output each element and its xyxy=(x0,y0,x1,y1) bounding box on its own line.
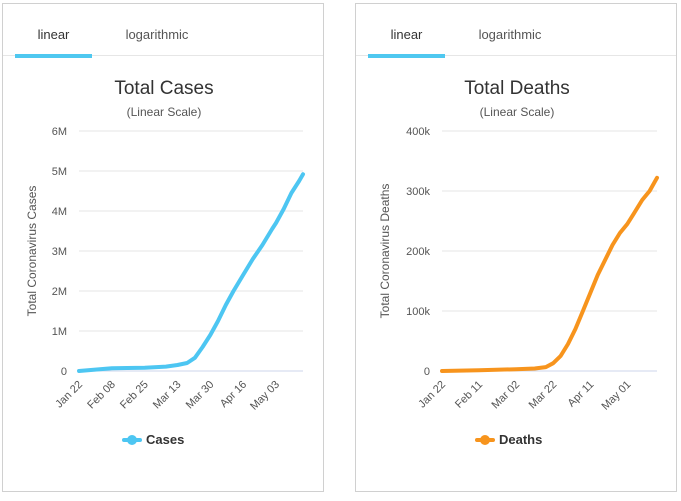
y-tick-label: 6M xyxy=(52,126,67,138)
x-tick-label: Feb 11 xyxy=(453,379,485,411)
y-tick-label: 0 xyxy=(424,366,430,378)
tab-label: linear xyxy=(390,27,423,42)
x-tick-label: Mar 30 xyxy=(184,379,217,412)
scale-tabs: linear logarithmic xyxy=(3,4,323,58)
x-tick-label: Jan 22 xyxy=(416,379,448,411)
x-tick-label: Mar 22 xyxy=(527,379,560,412)
legend-swatch-marker xyxy=(127,435,137,445)
tab-label: logarithmic xyxy=(478,27,542,42)
legend-label: Cases xyxy=(146,432,184,447)
active-tab-indicator xyxy=(368,54,445,58)
y-tick-label: 300k xyxy=(406,186,430,198)
deaths-chart-panel: linear logarithmic Total Deaths (Linear S… xyxy=(355,3,677,492)
chart-subtitle: (Linear Scale) xyxy=(127,105,202,119)
tab-logarithmic[interactable]: logarithmic xyxy=(456,4,564,56)
x-tick-label: Feb 08 xyxy=(85,379,118,412)
y-tick-label: 100k xyxy=(406,306,430,318)
y-tick-label: 1M xyxy=(52,326,67,338)
tab-logarithmic[interactable]: logarithmic xyxy=(103,4,211,56)
chart-title: Total Cases xyxy=(114,78,213,99)
x-tick-label: Mar 02 xyxy=(490,379,523,412)
y-tick-label: 400k xyxy=(406,126,430,138)
x-tick-label: Apr 16 xyxy=(218,379,249,410)
y-axis-label: Total Coronavirus Cases xyxy=(25,186,39,317)
x-tick-label: May 03 xyxy=(248,379,282,413)
cases-chart: Total Cases (Linear Scale) Total Coronavir… xyxy=(25,78,305,447)
x-tick-label: Jan 22 xyxy=(53,379,85,411)
chart-subtitle: (Linear Scale) xyxy=(480,105,555,119)
cases-chart-panel: linear logarithmic Total Cases (Linear Sc… xyxy=(2,3,324,492)
x-tick-label: Apr 11 xyxy=(566,379,597,410)
legend-label: Deaths xyxy=(499,432,542,447)
scale-tabs: linear logarithmic xyxy=(356,4,676,58)
tab-label: linear xyxy=(37,27,70,42)
x-tick-label: May 01 xyxy=(599,379,633,413)
y-tick-label: 0 xyxy=(61,366,67,378)
series-line xyxy=(440,175,659,373)
legend-swatch-marker xyxy=(480,435,490,445)
deaths-chart: Total Deaths (Linear Scale) Total Coronavi… xyxy=(378,78,659,447)
y-axis-label: Total Coronavirus Deaths xyxy=(378,184,392,319)
chart-title: Total Deaths xyxy=(464,78,570,99)
tab-label: logarithmic xyxy=(125,27,189,42)
y-tick-label: 200k xyxy=(406,246,430,258)
tab-linear[interactable]: linear xyxy=(15,4,92,58)
x-tick-label: Mar 13 xyxy=(151,379,184,412)
y-tick-label: 5M xyxy=(52,166,67,178)
series-line xyxy=(77,172,305,373)
y-tick-label: 3M xyxy=(52,246,67,258)
y-tick-label: 4M xyxy=(52,206,67,218)
y-tick-label: 2M xyxy=(52,286,67,298)
active-tab-indicator xyxy=(15,54,92,58)
tab-linear[interactable]: linear xyxy=(368,4,445,58)
x-tick-label: Feb 25 xyxy=(118,379,151,412)
